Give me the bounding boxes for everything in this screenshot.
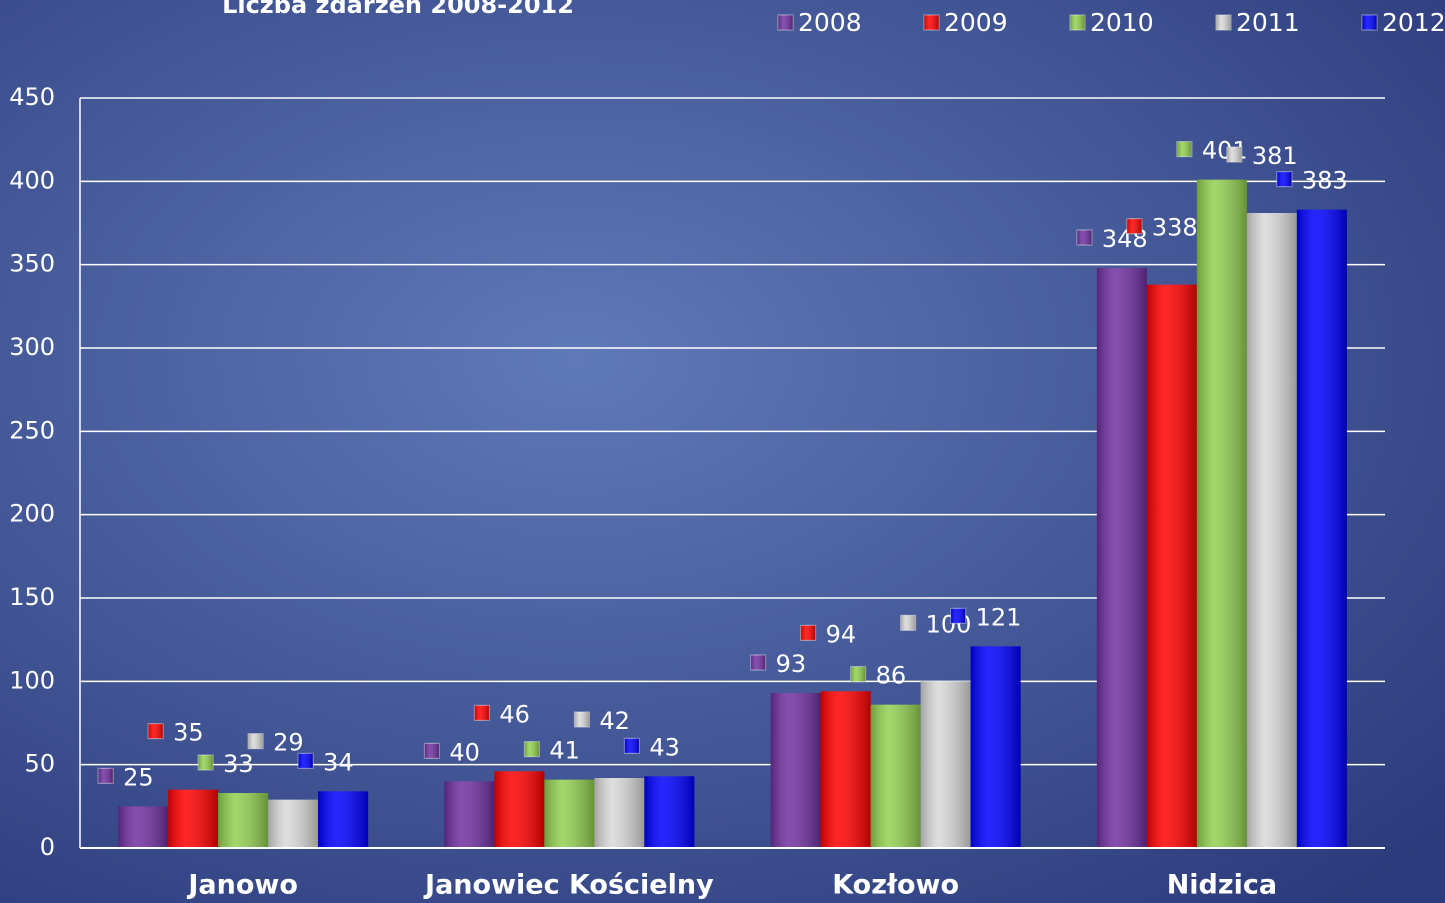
chart-title: Liczba zdarzeń 2008-2012 <box>222 0 574 19</box>
data-label: 34 <box>323 748 354 776</box>
data-label-marker-shine <box>474 705 490 721</box>
data-label-marker-shine <box>800 625 816 641</box>
bar-shine <box>1096 268 1147 848</box>
bar-shine <box>544 779 595 848</box>
data-label-marker-shine <box>98 768 114 784</box>
y-tick-label: 150 <box>9 583 55 611</box>
legend-marker-shine <box>778 15 793 30</box>
data-label: 25 <box>123 763 154 791</box>
legend-marker-shine <box>1216 15 1231 30</box>
bar-shine <box>870 704 921 848</box>
bar-shine <box>1196 179 1247 848</box>
data-label-marker-shine <box>1126 218 1142 234</box>
data-label: 93 <box>776 650 807 678</box>
data-label: 35 <box>173 719 204 747</box>
legend-marker-shine <box>924 15 939 30</box>
legend-label: 2012 <box>1382 8 1445 37</box>
data-label: 46 <box>499 700 530 728</box>
data-label: 381 <box>1252 142 1298 170</box>
data-label: 41 <box>549 737 580 765</box>
y-tick-label: 100 <box>9 666 55 694</box>
data-label: 33 <box>223 750 254 778</box>
bar-shine <box>820 691 871 848</box>
legend-label: 2010 <box>1090 8 1154 37</box>
y-tick-label: 300 <box>9 333 55 361</box>
data-label-marker-shine <box>750 655 766 670</box>
x-tick-label: Nidzica <box>1167 870 1277 901</box>
data-label-marker-shine <box>950 608 966 624</box>
data-label: 86 <box>876 662 907 690</box>
data-label-marker-shine <box>424 743 440 759</box>
data-label-marker-shine <box>1276 171 1292 187</box>
data-label-marker-shine <box>574 712 590 727</box>
data-label-marker-shine <box>624 738 640 754</box>
bar-shine <box>920 681 971 848</box>
bar-shine <box>268 799 319 848</box>
data-label-marker-shine <box>198 755 214 770</box>
data-label: 42 <box>599 707 630 735</box>
data-label: 94 <box>826 620 857 648</box>
y-tick-label: 400 <box>9 166 55 194</box>
x-tick-label: Janowiec Kościelny <box>423 870 714 901</box>
bar-shine <box>970 646 1021 848</box>
data-label: 43 <box>649 733 680 761</box>
data-label: 338 <box>1152 214 1198 242</box>
y-tick-label: 250 <box>9 416 55 444</box>
x-tick-label: Kozłowo <box>832 870 959 901</box>
y-tick-label: 450 <box>9 83 55 111</box>
bar-shine <box>1146 284 1197 849</box>
bar-shine <box>168 789 219 848</box>
bar-shine <box>494 771 545 848</box>
y-tick-label: 200 <box>9 500 55 528</box>
bar-shine <box>770 693 821 848</box>
data-label: 383 <box>1302 167 1348 195</box>
data-label-marker-shine <box>148 723 164 739</box>
data-label-marker-shine <box>1076 230 1092 245</box>
bar-shine <box>444 781 495 848</box>
y-tick-label: 350 <box>9 250 55 278</box>
bar-shine <box>594 778 645 848</box>
bar-shine <box>1296 209 1347 848</box>
data-label-marker-shine <box>248 733 264 749</box>
legend-label: 2011 <box>1236 8 1300 37</box>
data-label: 29 <box>273 729 304 757</box>
data-label-marker-shine <box>524 741 540 757</box>
legend-marker-shine <box>1362 15 1377 30</box>
data-label-marker-shine <box>298 753 314 769</box>
legend-label: 2008 <box>798 8 862 37</box>
data-label-marker-shine <box>1176 141 1192 157</box>
data-label: 121 <box>976 603 1022 631</box>
data-label: 40 <box>449 738 480 766</box>
bar-shine <box>118 806 169 848</box>
bar-shine <box>1246 213 1297 848</box>
data-label-marker-shine <box>850 666 866 682</box>
bar-shine <box>318 791 369 848</box>
data-label-marker-shine <box>900 615 916 631</box>
x-tick-label: Janowo <box>186 870 298 901</box>
legend-marker-shine <box>1070 15 1085 30</box>
bar-shine <box>218 793 269 848</box>
y-tick-label: 0 <box>40 833 55 861</box>
data-label-marker-shine <box>1226 147 1242 162</box>
legend-label: 2009 <box>944 8 1008 37</box>
bar-shine <box>644 776 695 848</box>
y-tick-label: 50 <box>24 750 55 778</box>
